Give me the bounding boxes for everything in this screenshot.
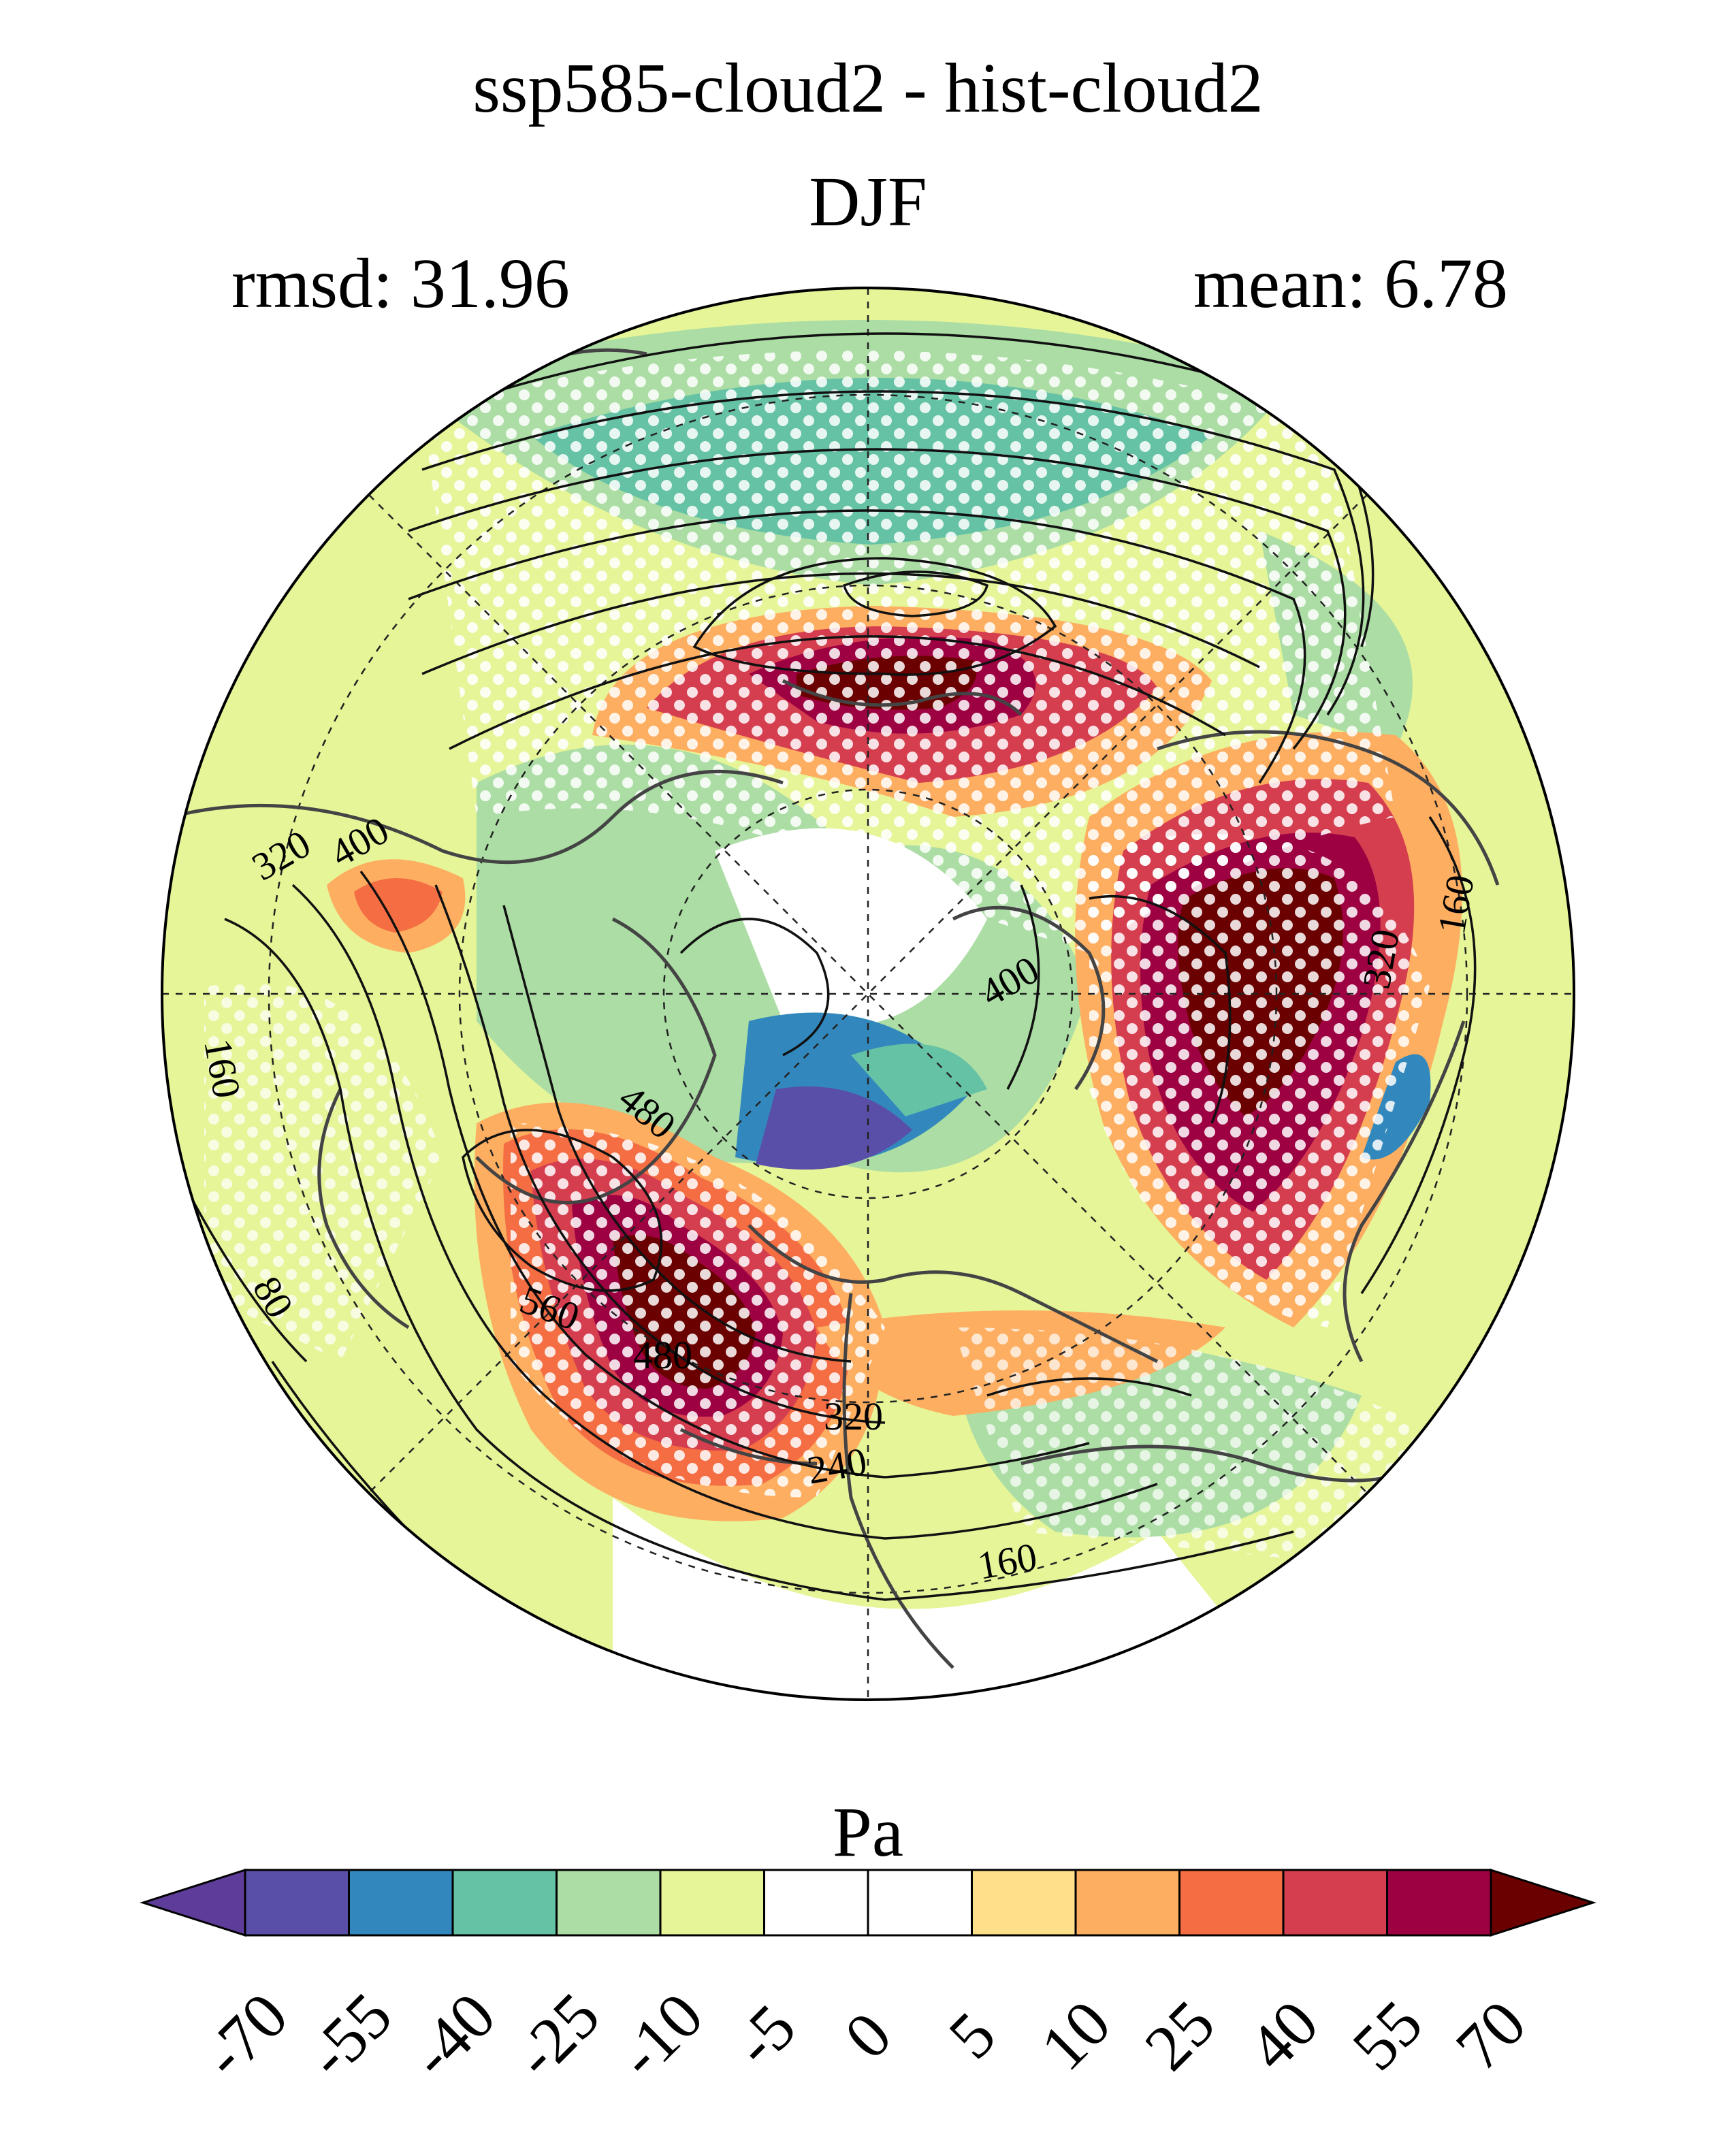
colorbar-cell [659, 1869, 765, 1937]
contour-label: 160 [974, 1534, 1040, 1588]
colorbar-unit: Pa [833, 1793, 903, 1871]
colorbar-tick-label: 25 [1130, 1986, 1228, 2084]
colorbar-tick-label: -70 [188, 1978, 302, 2092]
contour-label: 480 [633, 1333, 692, 1377]
colorbar-tick-label: 5 [934, 1997, 1009, 2073]
graticule [162, 288, 1574, 1700]
colorbar-cell [1178, 1869, 1285, 1937]
colorbar-cell [1074, 1869, 1180, 1937]
polar-map: 320 400 160 80 480 560 480 320 240 160 4… [161, 287, 1575, 1701]
colorbar-tick-label: -25 [500, 1978, 613, 2092]
colorbar-tick-label: 40 [1234, 1986, 1332, 2084]
rmsd-label: rmsd: 31.96 [231, 244, 570, 323]
colorbar-tick-label: 70 [1441, 1986, 1540, 2084]
colorbar-min-extension [140, 1868, 246, 1937]
colorbar-cell [1282, 1869, 1388, 1937]
colorbar-tick-label: -10 [603, 1978, 717, 2092]
colorbar-cell [763, 1869, 869, 1937]
colorbar-cell [971, 1869, 1077, 1937]
colorbar-max-extension [1490, 1868, 1596, 1937]
contour-label: 160 [1429, 871, 1483, 937]
contour-label: 320 [824, 1394, 883, 1438]
colorbar-cell [451, 1869, 558, 1937]
colorbar-tick-label: 0 [830, 1997, 905, 2073]
contour-label: 240 [804, 1439, 870, 1493]
map-boundary [161, 287, 1575, 1701]
colorbar-tick-label: 55 [1338, 1986, 1436, 2084]
colorbar-tick-label: -5 [719, 1990, 809, 2080]
figure-title: ssp585-cloud2 - hist-cloud2 [472, 49, 1264, 127]
colorbar-tick-label: 10 [1026, 1986, 1125, 2084]
colorbar-cell [348, 1869, 454, 1937]
colorbar-cell [867, 1869, 973, 1937]
contour-label: 160 [195, 1035, 249, 1101]
colorbar-cell [1386, 1869, 1492, 1937]
mean-label: mean: 6.78 [1193, 244, 1508, 323]
contour-label: 320 [1354, 926, 1408, 992]
colorbar [140, 1868, 1596, 1937]
colorbar-tick-label: -40 [396, 1978, 509, 2092]
anomaly-field [162, 288, 1574, 1700]
colorbar-tick-label: -55 [292, 1978, 406, 2092]
colorbar-cell [556, 1869, 662, 1937]
season-label: DJF [809, 163, 927, 241]
colorbar-cell [244, 1869, 350, 1937]
